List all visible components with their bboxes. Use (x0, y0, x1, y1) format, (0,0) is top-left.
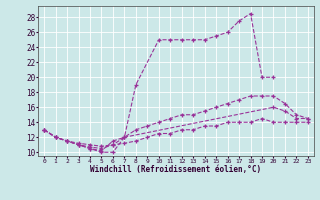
X-axis label: Windchill (Refroidissement éolien,°C): Windchill (Refroidissement éolien,°C) (91, 165, 261, 174)
